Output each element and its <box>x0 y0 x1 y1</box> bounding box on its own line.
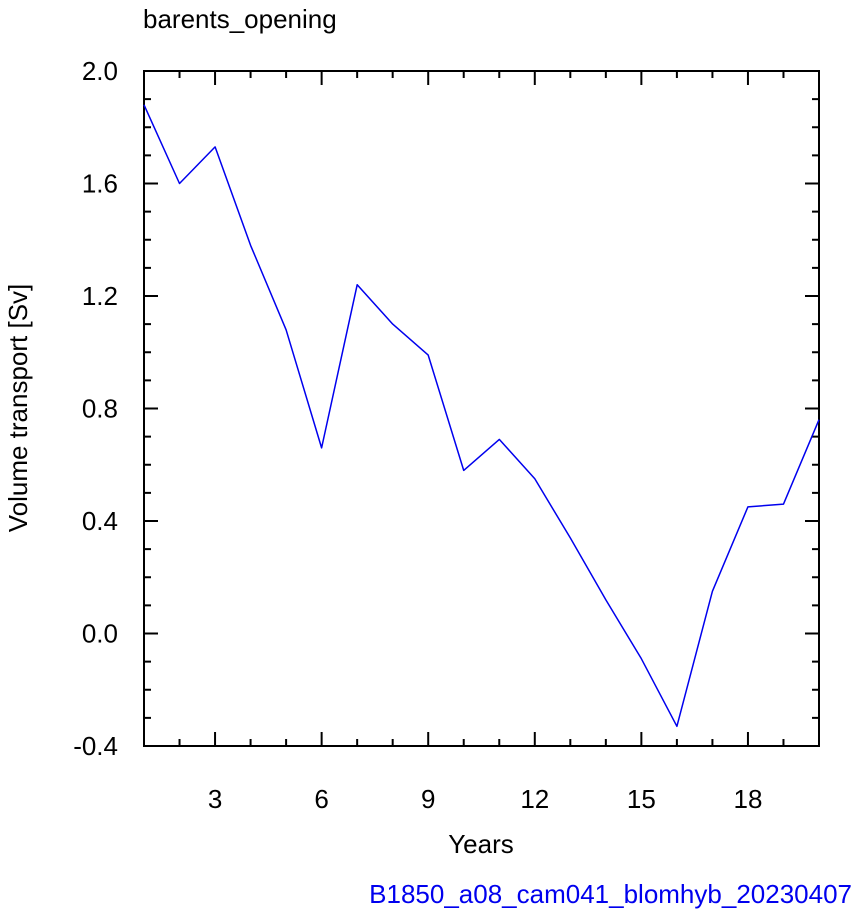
x-axis-label: Years <box>448 829 514 859</box>
y-tick-label: 0.4 <box>82 506 118 536</box>
y-tick-label: 1.2 <box>82 281 118 311</box>
y-tick-label: 0.0 <box>82 619 118 649</box>
y-tick-label: -0.4 <box>73 731 118 761</box>
axis-ticks <box>143 70 820 747</box>
y-tick-label: 0.8 <box>82 394 118 424</box>
x-tick-label: 9 <box>421 784 435 814</box>
x-tick-label: 12 <box>520 784 549 814</box>
x-tick-label: 6 <box>314 784 328 814</box>
figure-caption: B1850_a08_cam041_blomhyb_20230407 <box>369 879 852 909</box>
axis-tick-labels: 3 6 9 12 15 18 -0.4 0.0 0.4 0.8 1.2 1.6 2.0 <box>73 56 762 814</box>
plot-frame <box>143 70 820 747</box>
x-tick-label: 15 <box>627 784 656 814</box>
series-line <box>143 104 820 728</box>
x-tick-label: 3 <box>208 784 222 814</box>
y-axis-label: Volume transport [Sv] <box>3 284 33 533</box>
y-tick-label: 1.6 <box>82 169 118 199</box>
y-tick-label: 2.0 <box>82 56 118 86</box>
x-tick-label: 18 <box>733 784 762 814</box>
chart-title: barents_opening <box>143 4 337 34</box>
series-group <box>143 104 820 728</box>
